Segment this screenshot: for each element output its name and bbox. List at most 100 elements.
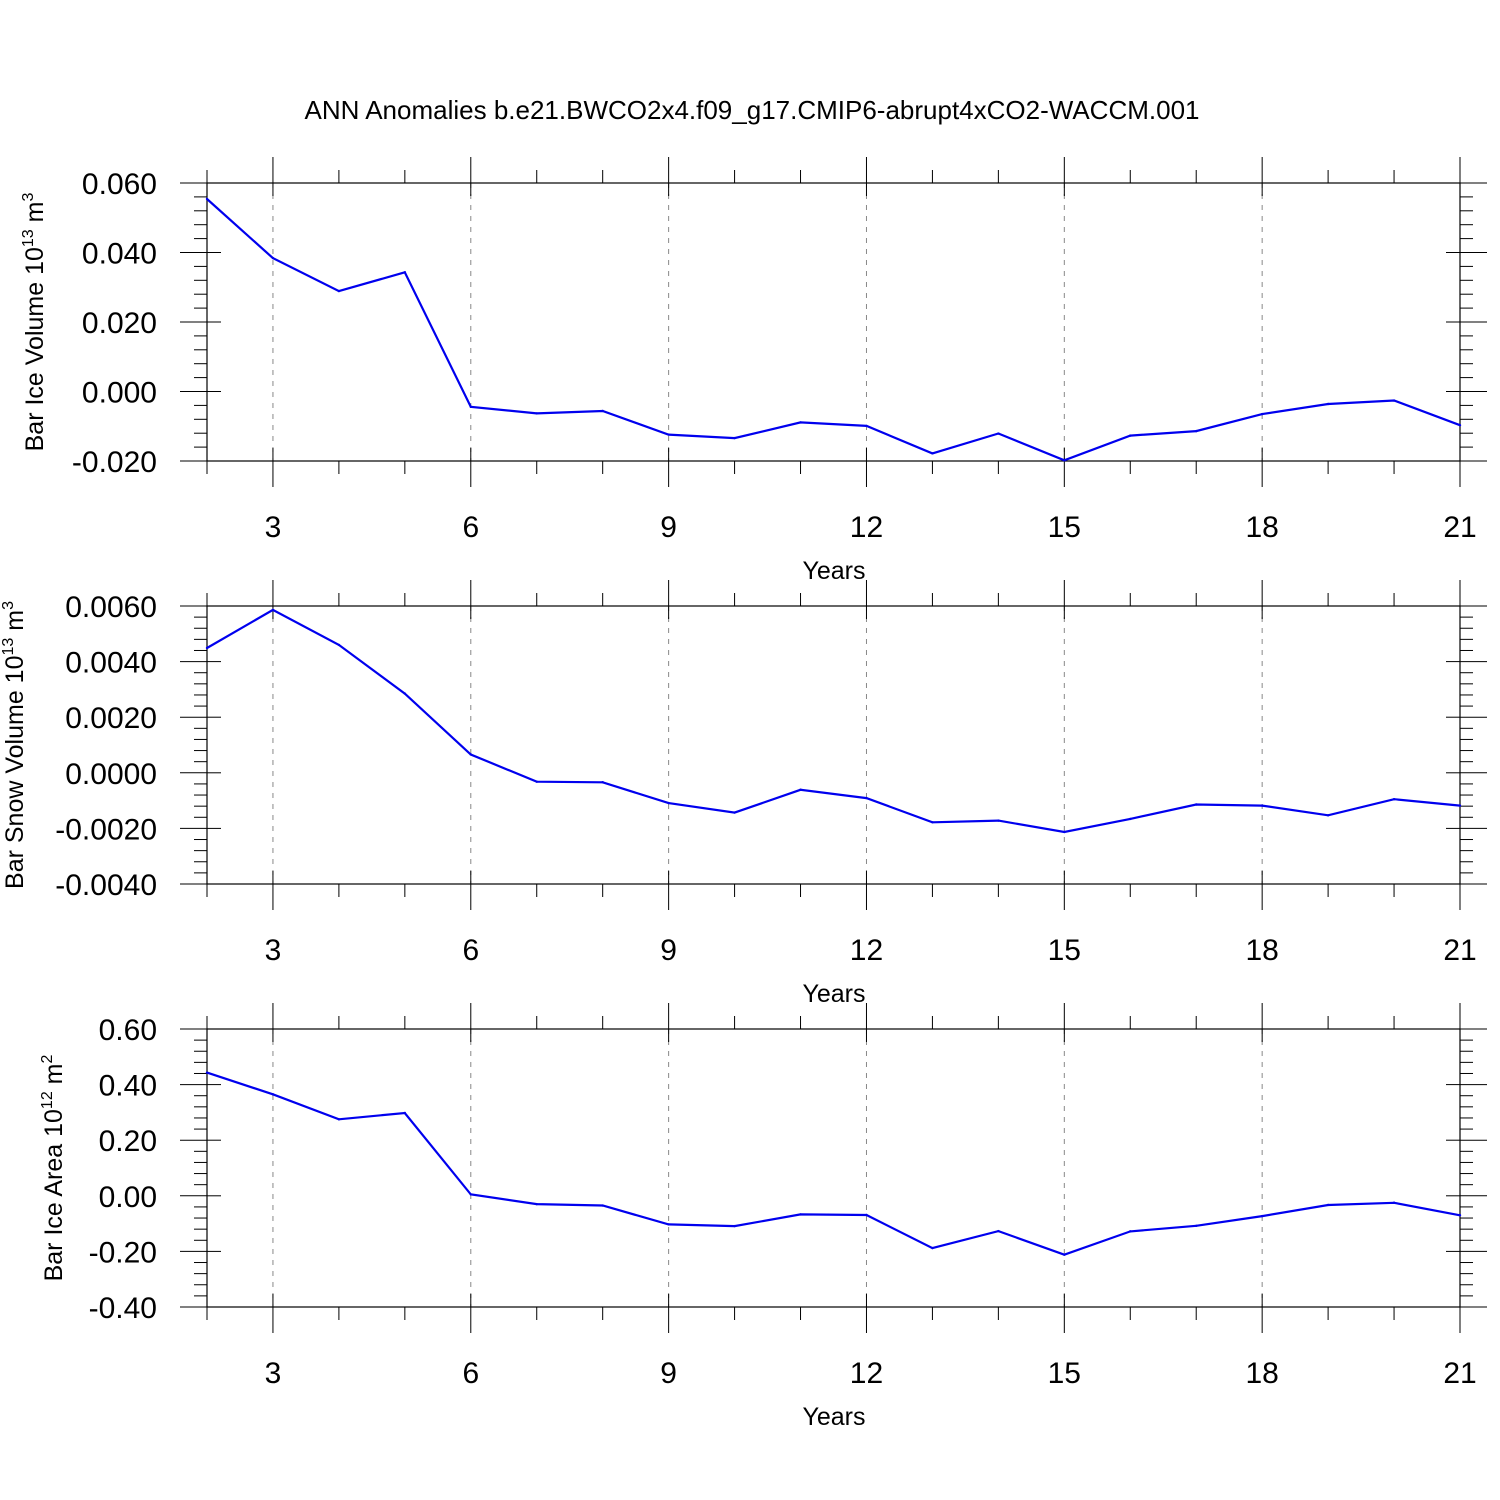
data-point [535,1202,538,1206]
y-tick-label: 0.00 [99,1181,157,1214]
x-tick-label: 21 [1443,1357,1476,1390]
data-point [865,796,868,800]
x-axis-label: Years [802,557,865,585]
x-axis-label: Years [802,980,865,1008]
chart-title: ANN Anomalies b.e21.BWCO2x4.f09_g17.CMIP… [305,95,1200,125]
data-point [469,405,472,408]
y-tick-label: -0.0020 [55,813,157,846]
data-point [1063,459,1066,462]
data-point [1392,798,1396,801]
y-tick-label: 0.40 [99,1070,157,1103]
data-point [1392,1201,1396,1204]
data-point [1195,1224,1198,1228]
y-tick-label: -0.020 [72,446,157,479]
data-point [403,692,407,695]
data-point [403,1111,407,1115]
y-tick-label: 0.0000 [65,758,157,791]
x-tick-label: 21 [1443,511,1476,544]
y-axis-label: Bar Snow Volume 1013 m3 [0,601,29,889]
series-line [206,608,1461,834]
data-point [535,412,538,415]
data-point [535,780,538,783]
series-line [206,1071,1461,1256]
data-point [1260,1214,1264,1218]
data-point [205,646,209,650]
data-point [337,643,341,647]
data-point [733,811,736,814]
x-tick-label: 3 [265,1357,282,1390]
data-point [601,1204,604,1207]
data-point [931,821,934,824]
x-tick-label: 12 [850,511,883,544]
y-tick-label: -0.40 [89,1292,157,1325]
y-tick-label: 0.060 [82,168,157,201]
data-point [799,1213,802,1216]
x-tick-label: 15 [1048,934,1081,967]
x-tick-label: 18 [1245,1357,1278,1390]
x-tick-label: 3 [265,934,282,967]
data-point [601,409,604,413]
data-point [1392,399,1396,402]
x-tick-label: 6 [462,1357,479,1390]
data-point [1260,804,1264,807]
x-tick-label: 15 [1048,1357,1081,1390]
data-point [997,819,1000,822]
y-tick-label: -0.20 [89,1236,157,1269]
x-axis-label: Years [802,1403,865,1431]
y-tick-label: 0.000 [82,377,157,410]
data-point [1458,1214,1462,1217]
y-axis-label: Bar Ice Volume 1013 m3 [20,193,49,452]
y-tick-label: 0.040 [82,238,157,271]
data-point [667,801,670,805]
data-point [1195,803,1198,806]
x-tick-label: 6 [462,934,479,967]
data-point [799,421,802,424]
data-point [337,289,341,293]
y-tick-label: 0.0020 [65,702,157,735]
data-point [1326,814,1330,817]
data-point [931,1246,934,1250]
y-tick-label: 0.0040 [65,647,157,680]
x-tick-label: 3 [265,511,282,544]
data-point [1326,1203,1330,1207]
x-tick-label: 21 [1443,934,1476,967]
data-point [667,1223,670,1226]
data-point [997,432,1000,435]
x-tick-label: 9 [660,1357,677,1390]
data-point [1458,424,1462,427]
x-tick-label: 12 [850,1357,883,1390]
data-point [1129,1230,1132,1233]
plot-frame [206,1028,1461,1308]
panel-2: 0.0060 0.0040 0.0020 0.0000 -0.0020 -0.0040 3 6… [0,580,1487,1008]
data-point [1195,429,1198,433]
panel-1: 0.060 0.040 0.020 0.000 -0.020 3 6 9 12 15 18 21 Yea… [20,157,1487,585]
data-point [205,197,209,201]
data-point [1129,434,1132,437]
panels: 0.060 0.040 0.020 0.000 -0.020 3 6 9 12 15 18 21 Yea… [0,157,1487,1431]
data-point [865,1213,868,1217]
x-tick-label: 18 [1245,511,1278,544]
x-tick-label: 15 [1048,511,1081,544]
data-point [1458,804,1462,807]
data-point [865,424,868,428]
data-point [799,788,802,791]
plot-frame [206,605,1461,885]
x-tick-label: 6 [462,511,479,544]
data-point [1326,402,1330,406]
data-point [271,1093,275,1096]
y-tick-label: 0.020 [82,307,157,340]
y-tick-label: 0.0060 [65,591,157,624]
data-point [271,256,275,260]
y-axis-label: Bar Ice Area 1012 m2 [39,1055,68,1282]
data-point [205,1071,209,1074]
data-point [997,1229,1000,1233]
data-point [469,1193,472,1196]
data-point [931,452,934,455]
series-line [206,198,1461,462]
data-point [1260,412,1264,416]
data-point [733,1224,736,1228]
data-point [271,608,275,612]
y-tick-label: -0.0040 [55,869,157,902]
data-point [601,781,604,784]
